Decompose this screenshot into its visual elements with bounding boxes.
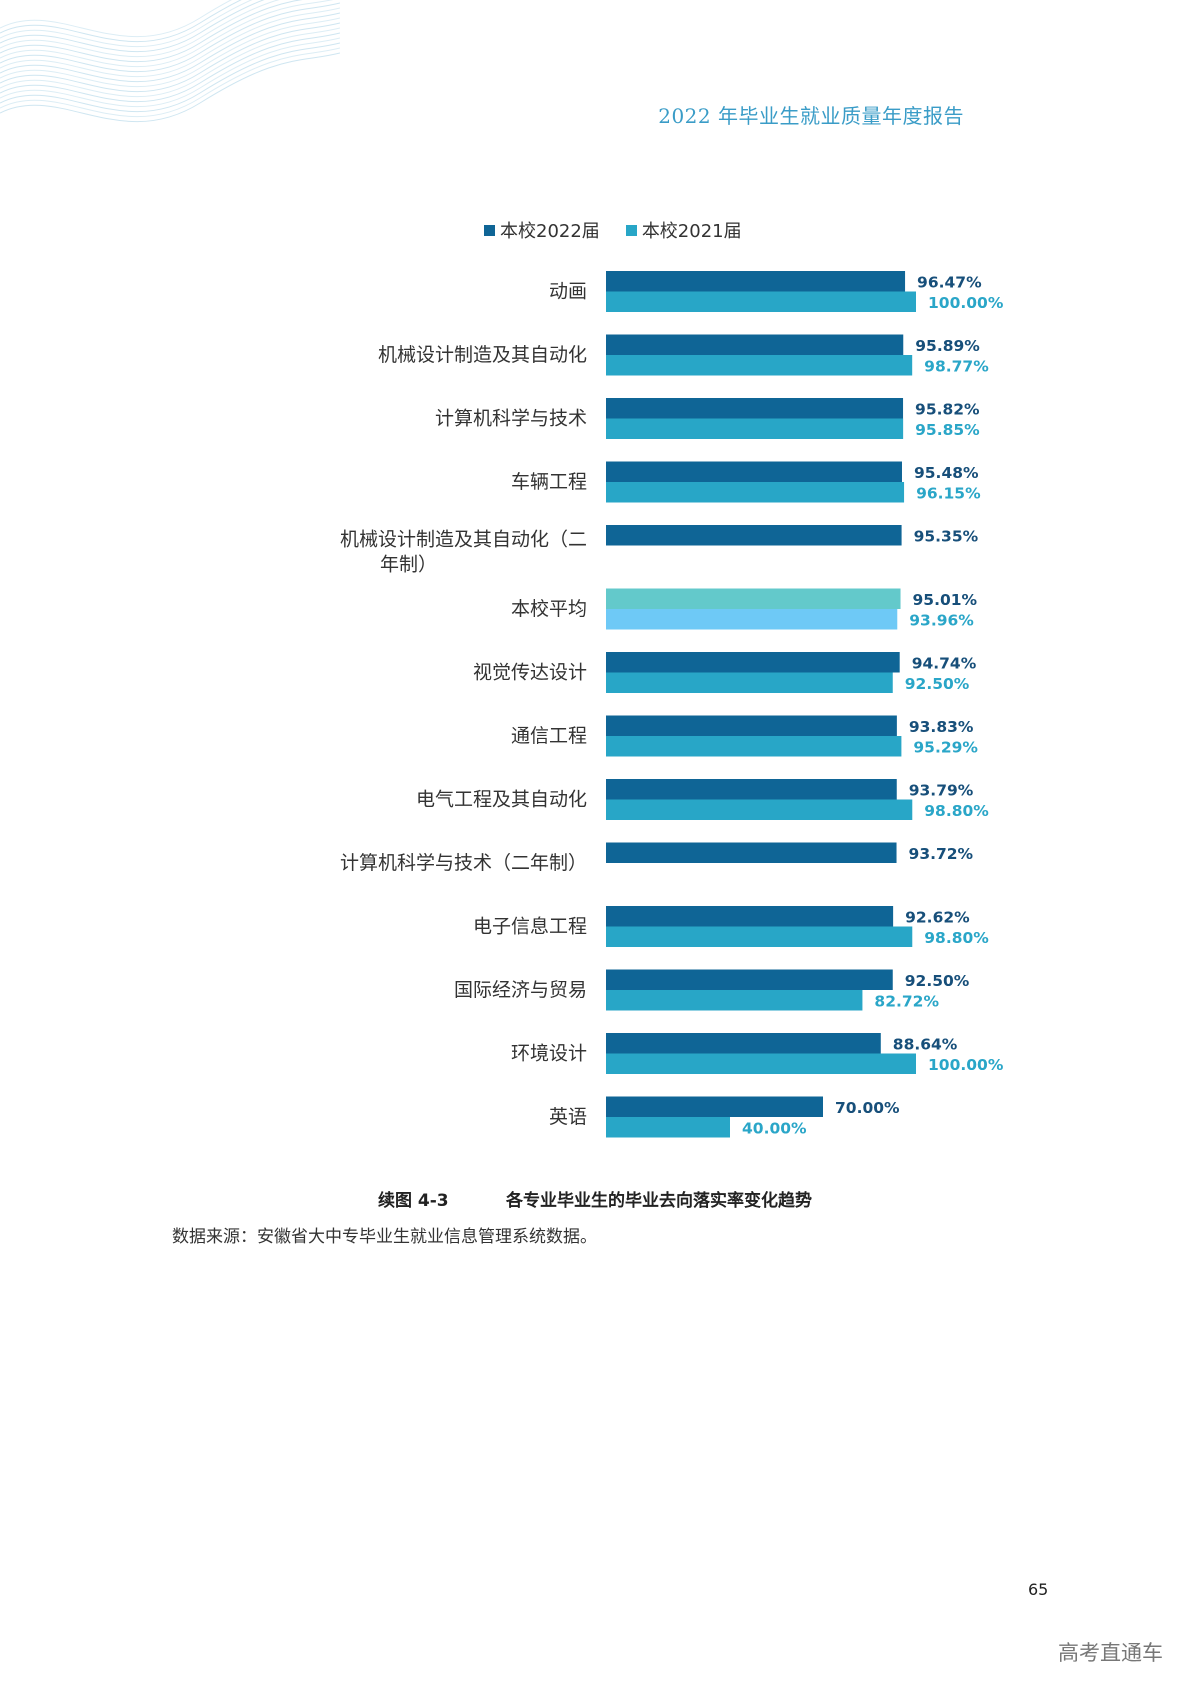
decorative-wave-lines (0, 0, 340, 122)
decorative-wave-line (0, 12, 340, 82)
decorative-wave-line (0, 47, 340, 117)
decorative-wave-line (0, 0, 253, 47)
data-label: 95.85% (915, 421, 980, 439)
bar-2021 (606, 926, 913, 947)
watermark-text: 高考直通车 (1058, 1641, 1163, 1665)
data-label: 100.00% (928, 1056, 1004, 1074)
decorative-wave-line (0, 32, 340, 102)
decorative-wave-line (0, 0, 334, 67)
legend-label-2021: 本校2021届 (641, 221, 742, 242)
data-label: 95.35% (914, 528, 979, 546)
data-label: 93.83% (909, 718, 974, 736)
category-label: 视觉传达设计 (473, 662, 587, 684)
decorative-wave-line (0, 27, 340, 97)
bar-2022 (606, 588, 901, 609)
bar-2022 (606, 906, 894, 927)
bar-2021 (606, 1117, 730, 1138)
category-label: 本校平均 (511, 598, 587, 620)
bar-2021 (606, 418, 904, 439)
bar-2021 (606, 355, 913, 376)
data-label: 100.00% (928, 294, 1004, 312)
bar-2021 (606, 291, 916, 312)
decorative-wave-line (0, 37, 340, 107)
page-number: 65 (1028, 1580, 1049, 1599)
decorative-wave-line (0, 0, 242, 42)
category-label: 动画 (549, 281, 587, 303)
bar-chart: 动画 96.47% 100.00% 机械设计制造及其自动化 95.89% 98.77% 计算… (340, 271, 1004, 1138)
category-label: 英语 (549, 1106, 587, 1128)
legend-label-2022: 本校2022届 (500, 221, 600, 242)
data-label: 98.80% (924, 802, 989, 820)
data-label: 95.82% (915, 401, 980, 419)
category-label: 电气工程及其自动化 (416, 789, 587, 811)
data-label: 88.64% (893, 1036, 958, 1054)
data-label: 96.47% (917, 274, 982, 292)
legend-item-2022: 本校2022届 (484, 217, 600, 243)
category-label: 计算机科学与技术（二年制） (340, 852, 587, 874)
data-label: 70.00% (835, 1099, 900, 1117)
data-label: 95.29% (913, 739, 978, 757)
bar-2022 (606, 398, 904, 419)
bar-2021 (606, 990, 863, 1011)
decorative-wave-line (0, 0, 303, 62)
data-label: 93.72% (909, 845, 974, 863)
decorative-wave-line (0, 17, 340, 87)
bar-2022 (606, 1033, 881, 1054)
legend-swatch-2021 (625, 224, 637, 236)
bar-2021 (606, 1053, 916, 1074)
bar-2021 (606, 799, 913, 820)
data-label: 98.77% (924, 358, 989, 376)
data-label: 92.62% (905, 909, 970, 927)
decorative-wave-line (0, 2, 340, 72)
bar-2022 (606, 715, 897, 736)
decorative-wave-line (0, 0, 265, 52)
data-label: 82.72% (874, 993, 939, 1011)
figure-number: 续图 4-3 (378, 1191, 449, 1211)
decorative-wave-line (0, 22, 340, 92)
data-label: 95.48% (914, 464, 979, 482)
bar-2021 (606, 609, 898, 630)
figure-title: 各专业毕业生的毕业去向落实率变化趋势 (506, 1191, 812, 1211)
data-label: 93.79% (909, 782, 974, 800)
bar-2022 (606, 1096, 823, 1117)
category-label: 电子信息工程 (473, 916, 587, 938)
category-label: 车辆工程 (511, 471, 587, 493)
bar-2022 (606, 271, 906, 292)
category-label: 环境设计 (511, 1043, 587, 1065)
bar-2022 (606, 969, 893, 990)
bar-2021 (606, 736, 902, 757)
data-label: 98.80% (924, 929, 989, 947)
category-label: 国际经济与贸易 (454, 979, 587, 1001)
category-label: 机械设计制造及其自动化 (378, 344, 587, 366)
bar-2022 (606, 461, 902, 482)
category-label: 通信工程 (511, 725, 587, 747)
category-label: 机械设计制造及其自动化（二年制） (340, 529, 587, 576)
decorative-wave-line (0, 42, 340, 112)
legend-item-2021: 本校2021届 (625, 217, 742, 243)
data-label: 40.00% (742, 1120, 807, 1138)
decorative-wave-line (0, 0, 232, 37)
decorative-wave-line (0, 7, 340, 77)
data-label: 96.15% (916, 485, 981, 503)
report-header-title: 2022 年毕业生就业质量年度报告 (658, 104, 964, 128)
bar-2022 (606, 652, 900, 673)
bar-2021 (606, 482, 905, 503)
decorative-wave-line (0, 52, 340, 122)
decorative-wave-line (0, 0, 280, 57)
data-label: 94.74% (912, 655, 977, 673)
bar-2022 (606, 842, 897, 863)
bar-2022 (606, 334, 904, 355)
data-label: 92.50% (905, 675, 970, 693)
bar-2022 (606, 525, 902, 546)
bar-2021 (606, 672, 893, 693)
data-label: 95.01% (913, 591, 978, 609)
data-label: 92.50% (905, 972, 970, 990)
bar-2022 (606, 779, 897, 800)
chart-legend: 本校2022届 本校2021届 (484, 217, 742, 243)
category-label: 计算机科学与技术 (435, 408, 587, 430)
data-label: 93.96% (909, 612, 974, 630)
data-label: 95.89% (915, 337, 980, 355)
legend-swatch-2022 (484, 224, 495, 236)
data-source-note: 数据来源：安徽省大中专毕业生就业信息管理系统数据。 (172, 1227, 597, 1247)
